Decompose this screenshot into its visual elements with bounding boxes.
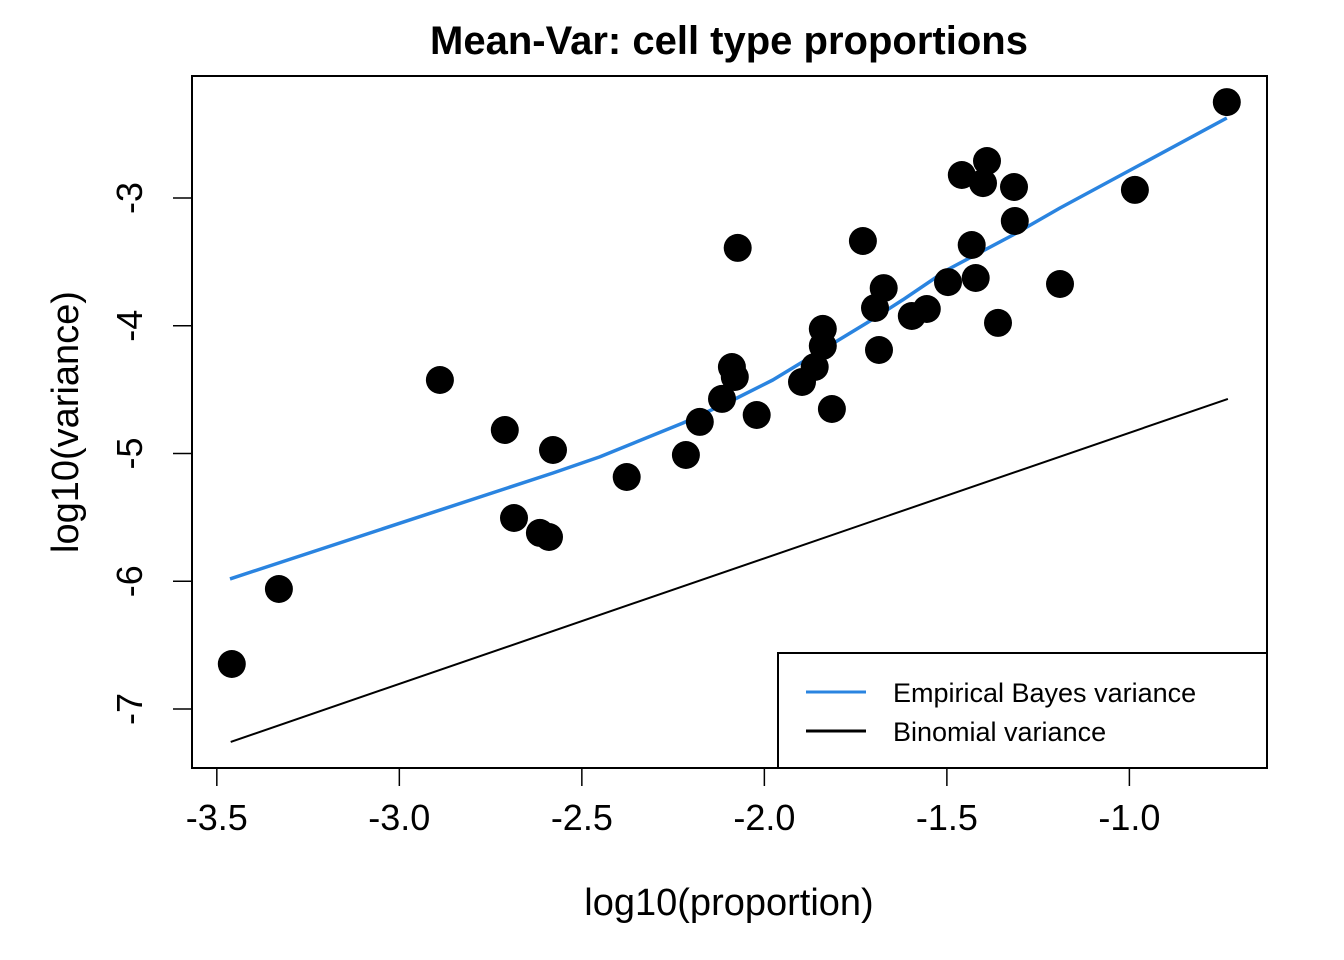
- data-point: [1046, 270, 1074, 298]
- data-point: [947, 161, 976, 189]
- x-tick-label: -1.0: [1098, 797, 1160, 838]
- scatter-points: [217, 88, 1241, 678]
- data-point: [539, 436, 567, 464]
- data-point: [612, 463, 641, 491]
- data-point: [969, 169, 997, 198]
- y-tick-label: -5: [109, 437, 150, 469]
- legend-label-empirical-bayes: Empirical Bayes variance: [893, 678, 1196, 708]
- data-point: [264, 575, 293, 603]
- data-point: [808, 314, 837, 343]
- data-point: [490, 416, 519, 444]
- x-tick-label: -2.5: [551, 797, 613, 838]
- data-point: [973, 147, 1001, 175]
- chart-title: Mean-Var: cell type proportions: [430, 19, 1028, 63]
- data-point: [425, 366, 454, 394]
- data-point: [865, 336, 893, 364]
- data-point: [848, 227, 877, 255]
- data-point: [723, 233, 752, 262]
- x-axis-label: log10(proportion): [584, 882, 873, 924]
- data-point: [742, 401, 771, 429]
- data-point: [961, 264, 990, 292]
- data-point: [1000, 173, 1028, 201]
- data-point: [720, 363, 749, 391]
- empirical-bayes-variance-line: [229, 116, 1228, 581]
- y-axis: -7 -6 -5 -4 -3: [109, 182, 193, 725]
- data-point: [1120, 175, 1149, 204]
- legend-label-binomial: Binomial variance: [893, 717, 1106, 747]
- x-axis: -3.5 -3.0 -2.5 -2.0 -1.5 -1.0: [186, 767, 1160, 838]
- data-point: [1000, 207, 1029, 235]
- y-tick-label: -4: [109, 310, 150, 342]
- data-point: [869, 274, 898, 303]
- legend-box: [777, 652, 1268, 769]
- data-point: [217, 650, 246, 678]
- data-point: [500, 504, 528, 532]
- data-point: [984, 308, 1012, 337]
- data-point: [800, 353, 829, 381]
- data-point: [535, 523, 563, 551]
- data-point: [934, 268, 962, 297]
- data-point: [912, 295, 941, 323]
- x-tick-label: -3.5: [186, 797, 248, 838]
- y-tick-label: -6: [109, 565, 150, 597]
- data-point: [685, 407, 714, 436]
- legend: Empirical Bayes variance Binomial varian…: [777, 652, 1268, 769]
- series-lines: [229, 116, 1229, 743]
- y-tick-label: -3: [109, 182, 150, 214]
- data-point: [957, 231, 986, 259]
- x-tick-label: -1.5: [916, 797, 978, 838]
- y-tick-label: -7: [109, 693, 150, 725]
- y-axis-label: log10(variance): [45, 291, 87, 553]
- data-point: [671, 441, 700, 469]
- x-tick-label: -3.0: [368, 797, 430, 838]
- binomial-variance-line: [230, 397, 1229, 743]
- x-tick-label: -2.0: [733, 797, 795, 838]
- data-point: [1212, 88, 1241, 117]
- data-point: [817, 395, 846, 423]
- data-point: [708, 384, 736, 413]
